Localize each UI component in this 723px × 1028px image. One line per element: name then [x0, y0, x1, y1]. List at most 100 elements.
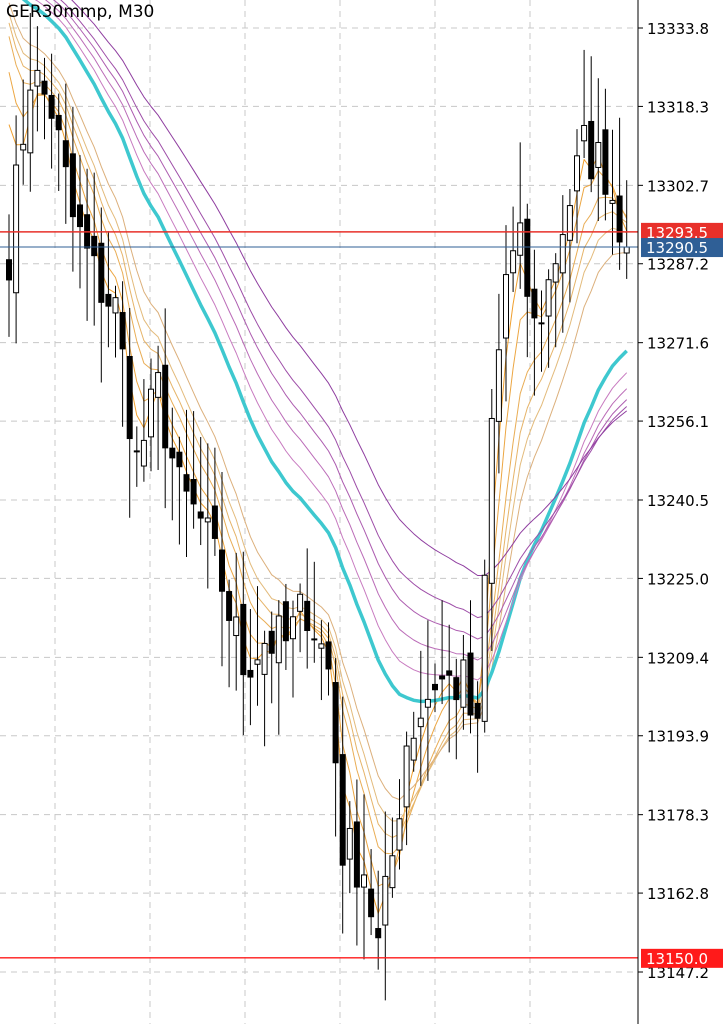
candle-body	[588, 120, 595, 180]
candle-body	[389, 855, 396, 889]
candle	[268, 611, 275, 704]
candle-body	[361, 874, 367, 888]
candle	[467, 600, 474, 734]
candle-body	[183, 474, 190, 492]
candle-body	[219, 549, 225, 592]
candle-body	[133, 450, 140, 453]
moving-average-line-ma-11	[60, 0, 628, 619]
candle	[240, 551, 247, 736]
candle-body	[517, 222, 524, 256]
candle	[77, 155, 83, 289]
candle	[581, 49, 588, 159]
candle	[503, 225, 509, 402]
candle-body	[204, 517, 211, 523]
candle-body	[574, 155, 580, 192]
candle-body	[346, 827, 353, 860]
candle-body	[375, 928, 382, 939]
candle-body	[524, 218, 531, 297]
candle	[62, 83, 69, 224]
candle	[595, 78, 602, 222]
candle-body	[261, 642, 268, 675]
candle-body	[432, 683, 438, 691]
candle-body	[417, 717, 424, 728]
candle-body	[510, 250, 517, 274]
chart-title: GER30mmp, M30	[6, 2, 155, 22]
price-axis-label: 13302.7	[647, 177, 709, 195]
candle-body	[41, 80, 48, 95]
candle	[538, 290, 545, 372]
candle	[190, 411, 197, 529]
candle-body	[623, 246, 630, 254]
candle-body	[439, 675, 446, 680]
price-axis-label: 13162.8	[647, 885, 709, 903]
candle	[339, 696, 346, 934]
candle	[616, 117, 623, 270]
candle	[211, 447, 218, 556]
candle-body	[595, 142, 602, 168]
candle-body	[6, 259, 12, 281]
candle-body	[48, 94, 55, 119]
candle-body	[474, 702, 481, 719]
candle	[247, 609, 254, 726]
candle-body	[254, 659, 261, 665]
candle-body	[332, 682, 339, 764]
candle-body	[396, 818, 403, 851]
candle	[474, 681, 481, 773]
candle-body	[119, 312, 126, 350]
candle-body	[545, 279, 552, 317]
price-axis-label: 13147.2	[647, 964, 709, 982]
candle	[396, 779, 403, 870]
candle	[133, 426, 140, 487]
candle-body	[98, 242, 105, 303]
candle-body	[481, 574, 488, 722]
candle-body	[353, 821, 360, 888]
price-axis-label: 13318.3	[647, 98, 709, 116]
candle-body	[318, 643, 325, 649]
moving-average-line-ma-8	[34, 0, 628, 681]
candle-body	[69, 153, 76, 218]
candle	[6, 214, 12, 337]
candle	[13, 115, 20, 344]
price-axis-label: 13333.8	[647, 20, 709, 38]
price-axis-label: 13193.9	[647, 728, 709, 746]
candle-body	[531, 288, 538, 319]
candle	[34, 26, 41, 132]
candle-body	[126, 355, 133, 440]
candle	[297, 583, 304, 653]
candle-body	[446, 670, 453, 676]
candle	[261, 630, 268, 747]
candle-body	[503, 274, 509, 339]
candle	[332, 658, 339, 837]
candle-body	[169, 447, 176, 459]
candle	[389, 817, 396, 898]
candle-body	[105, 293, 112, 307]
price-level-label: 13150.0	[646, 950, 708, 968]
candle	[20, 79, 27, 185]
candle-body	[112, 297, 119, 314]
candle	[148, 358, 154, 472]
candle	[453, 658, 460, 760]
candle	[282, 583, 289, 670]
candle-body	[148, 388, 154, 438]
candle	[197, 437, 204, 546]
candle	[353, 779, 360, 946]
candle	[140, 379, 147, 482]
candle	[325, 622, 332, 696]
candle	[488, 389, 495, 651]
candle	[524, 203, 531, 358]
candle	[510, 206, 517, 292]
moving-average-line-ma-6	[8, 2, 627, 801]
candle	[424, 620, 431, 781]
candle-body	[62, 140, 69, 168]
candle	[481, 559, 488, 733]
candle-body	[247, 669, 254, 678]
moving-average-line-ma-1	[8, 93, 628, 914]
candle-body	[197, 511, 204, 519]
candle-body	[424, 698, 431, 708]
candle-body	[34, 69, 41, 87]
candle-body	[233, 616, 240, 637]
moving-average-line-ma-10	[52, 0, 628, 640]
